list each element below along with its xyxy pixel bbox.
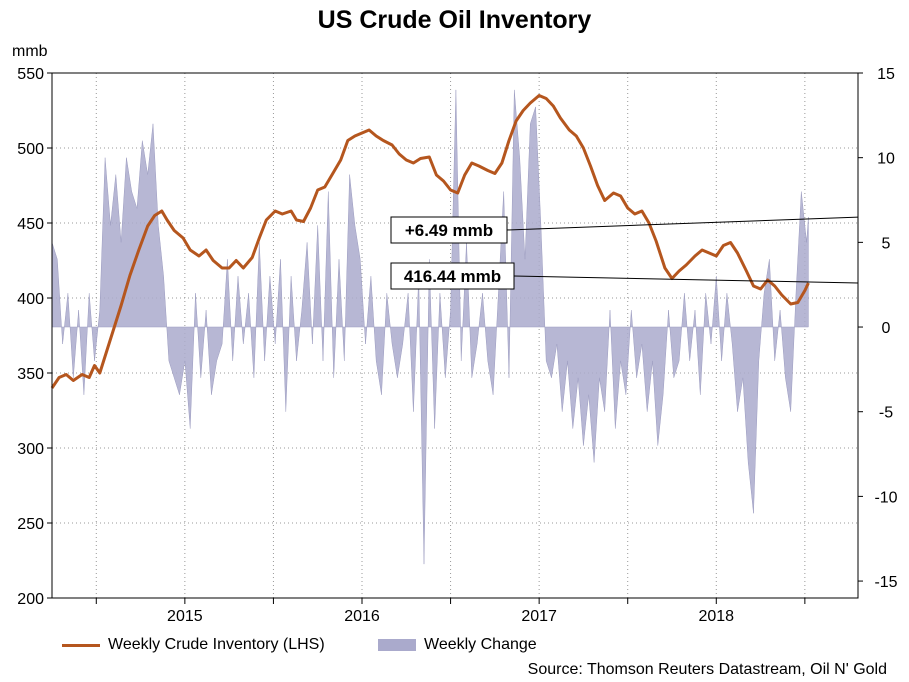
plot-frame xyxy=(51,72,859,599)
y-right-tick-label: 0 xyxy=(882,320,891,337)
annotation-layer: +6.49 mmb 416.44 mmb xyxy=(390,216,859,290)
annotation-weekly-change-box xyxy=(390,216,508,244)
legend-line-label: Weekly Crude Inventory (LHS) xyxy=(108,636,325,653)
y-left-tick-label: 350 xyxy=(17,366,44,383)
axis-layer: 200 250 300 350 400 450 500 550 -15 -10 -5 0 5 10 15 20… xyxy=(12,43,898,625)
legend-area-swatch xyxy=(378,639,416,651)
annotation-weekly-change-label: +6.49 mmb xyxy=(405,221,493,240)
source-note: Source: Thomson Reuters Datastream, Oil … xyxy=(527,661,887,678)
y-right-tick-label: 5 xyxy=(882,235,891,252)
y-right-tick-label: -5 xyxy=(879,405,893,422)
series-weekly-change-area xyxy=(51,89,809,565)
y-right-tick-label: -15 xyxy=(874,574,897,591)
legend-area: Weekly Change xyxy=(378,636,537,654)
area-layer xyxy=(51,89,809,565)
legend-area-label: Weekly Change xyxy=(424,636,537,653)
y-left-unit-label: mmb xyxy=(12,43,48,60)
series-weekly-inventory-line xyxy=(50,94,810,389)
y-left-tick-label: 450 xyxy=(17,216,44,233)
legend-line: Weekly Crude Inventory (LHS) xyxy=(62,636,325,654)
y-left-tick-label: 500 xyxy=(17,141,44,158)
x-tick-label: 2016 xyxy=(344,608,380,625)
frame-layer xyxy=(51,72,859,599)
y-right-tick-label: 15 xyxy=(877,66,895,83)
y-left-tick-label: 400 xyxy=(17,291,44,308)
annotation-weekly-change-leader xyxy=(506,216,859,231)
line-layer xyxy=(50,94,810,389)
x-tick-label: 2018 xyxy=(698,608,734,625)
y-left-tick-label: 200 xyxy=(17,591,44,608)
y-left-tick-label: 250 xyxy=(17,516,44,533)
legend-line-swatch xyxy=(62,643,100,647)
y-right-tick-label: 10 xyxy=(877,151,895,168)
y-left-tick-label: 300 xyxy=(17,441,44,458)
y-right-tick-label: -10 xyxy=(874,489,897,506)
annotation-inventory-box xyxy=(390,262,515,290)
chart-title: US Crude Oil Inventory xyxy=(317,6,592,34)
annotation-inventory-leader xyxy=(513,275,859,284)
x-tick-label: 2015 xyxy=(167,608,203,625)
x-tick-label: 2017 xyxy=(521,608,557,625)
annotation-inventory-label: 416.44 mmb xyxy=(404,267,501,286)
y-left-tick-label: 550 xyxy=(17,66,44,83)
